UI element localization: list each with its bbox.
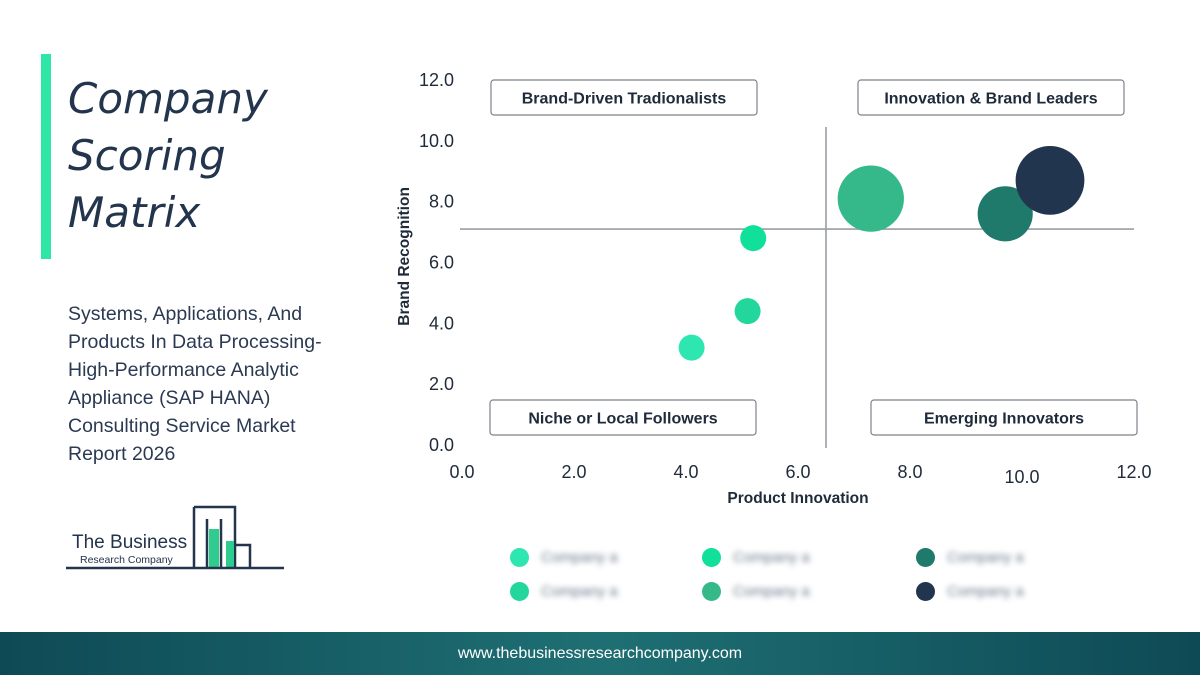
legend-item: Company a xyxy=(510,548,618,567)
y-tick-label: 8.0 xyxy=(429,192,454,212)
title-line: Matrix xyxy=(68,188,201,237)
company-logo: The Business Research Company xyxy=(66,505,291,575)
legend-label: Company a xyxy=(733,583,810,600)
subtitle-line: High-Performance Analytic xyxy=(68,359,299,381)
legend-item: Company a xyxy=(702,582,810,601)
x-tick-label: 10.0 xyxy=(1004,467,1039,487)
page-title: Company Scoring Matrix xyxy=(68,70,358,241)
legend-swatch xyxy=(702,548,721,567)
x-tick-label: 2.0 xyxy=(561,462,586,482)
legend-item: Company a xyxy=(916,548,1024,567)
legend-item: Company a xyxy=(916,582,1024,601)
legend-item: Company a xyxy=(510,582,618,601)
x-tick-label: 8.0 xyxy=(897,462,922,482)
quadrant-label-top-left-box xyxy=(490,79,758,116)
subtitle-line: Systems, Applications, And xyxy=(68,303,303,325)
logo-buildings-icon xyxy=(66,505,284,570)
quadrant-label-top-right-box xyxy=(857,79,1125,116)
x-axis-title: Product Innovation xyxy=(727,490,868,507)
subtitle-line: Report 2026 xyxy=(68,443,176,465)
title-line: Company xyxy=(68,74,268,123)
subtitle-line: Products In Data Processing- xyxy=(68,331,322,353)
scoring-matrix-chart: 0.0 2.0 4.0 6.0 8.0 10.0 12.0 0.0 2.0 4.0 6.0 8.0 10… xyxy=(396,70,1152,507)
chart-legend: Company a Company a Company a Company a … xyxy=(500,540,1060,610)
legend-swatch xyxy=(510,548,529,567)
company-bubble xyxy=(837,165,904,232)
y-tick-label: 0.0 xyxy=(429,435,454,455)
company-bubble xyxy=(977,186,1033,242)
x-tick-label: 12.0 xyxy=(1116,462,1151,482)
legend-swatch xyxy=(702,582,721,601)
y-tick-label: 6.0 xyxy=(429,253,454,273)
x-tick-label: 6.0 xyxy=(785,462,810,482)
company-bubble xyxy=(740,225,767,252)
company-bubble xyxy=(1015,145,1085,215)
website-link[interactable]: www.thebusinessresearchcompany.com xyxy=(457,644,743,662)
logo-name: The Business xyxy=(72,532,188,553)
subtitle-line: Consulting Service Market xyxy=(68,415,296,437)
quadrant-label-bottom-left: Niche or Local Followers xyxy=(528,411,717,428)
y-tick-label: 4.0 xyxy=(429,313,454,333)
subtitle-line: Appliance (SAP HANA) xyxy=(68,387,271,409)
title-line: Scoring xyxy=(68,131,226,180)
y-tick-label: 12.0 xyxy=(419,70,454,90)
title-accent-bar xyxy=(41,54,51,259)
quadrant-label-bottom-right: Emerging Innovators xyxy=(924,411,1084,428)
x-tick-label: 0.0 xyxy=(449,462,474,482)
legend-swatch xyxy=(916,548,935,567)
quadrant-label-top-right: Innovation & Brand Leaders xyxy=(884,91,1097,108)
logo-tagline: Research Company xyxy=(80,554,173,566)
company-bubble xyxy=(734,298,761,325)
legend-label: Company a xyxy=(947,583,1024,600)
quadrant-label-bottom-right-box xyxy=(870,399,1138,436)
quadrant-label-bottom-left-box xyxy=(489,399,757,436)
legend-item: Company a xyxy=(702,548,810,567)
y-tick-label: 10.0 xyxy=(419,131,454,151)
report-subtitle: Systems, Applications, And Products In D… xyxy=(68,300,368,468)
footer-bar: www.thebusinessresearchcompany.com xyxy=(0,632,1200,675)
legend-swatch xyxy=(510,582,529,601)
y-axis-title: Brand Recognition xyxy=(396,187,413,326)
quadrant-label-top-left: Brand-Driven Tradionalists xyxy=(522,91,727,108)
y-tick-label: 2.0 xyxy=(429,374,454,394)
company-bubble xyxy=(678,334,705,361)
x-tick-label: 4.0 xyxy=(673,462,698,482)
legend-label: Company a xyxy=(541,549,618,566)
legend-swatch xyxy=(916,582,935,601)
legend-label: Company a xyxy=(733,549,810,566)
legend-label: Company a xyxy=(947,549,1024,566)
legend-label: Company a xyxy=(541,583,618,600)
